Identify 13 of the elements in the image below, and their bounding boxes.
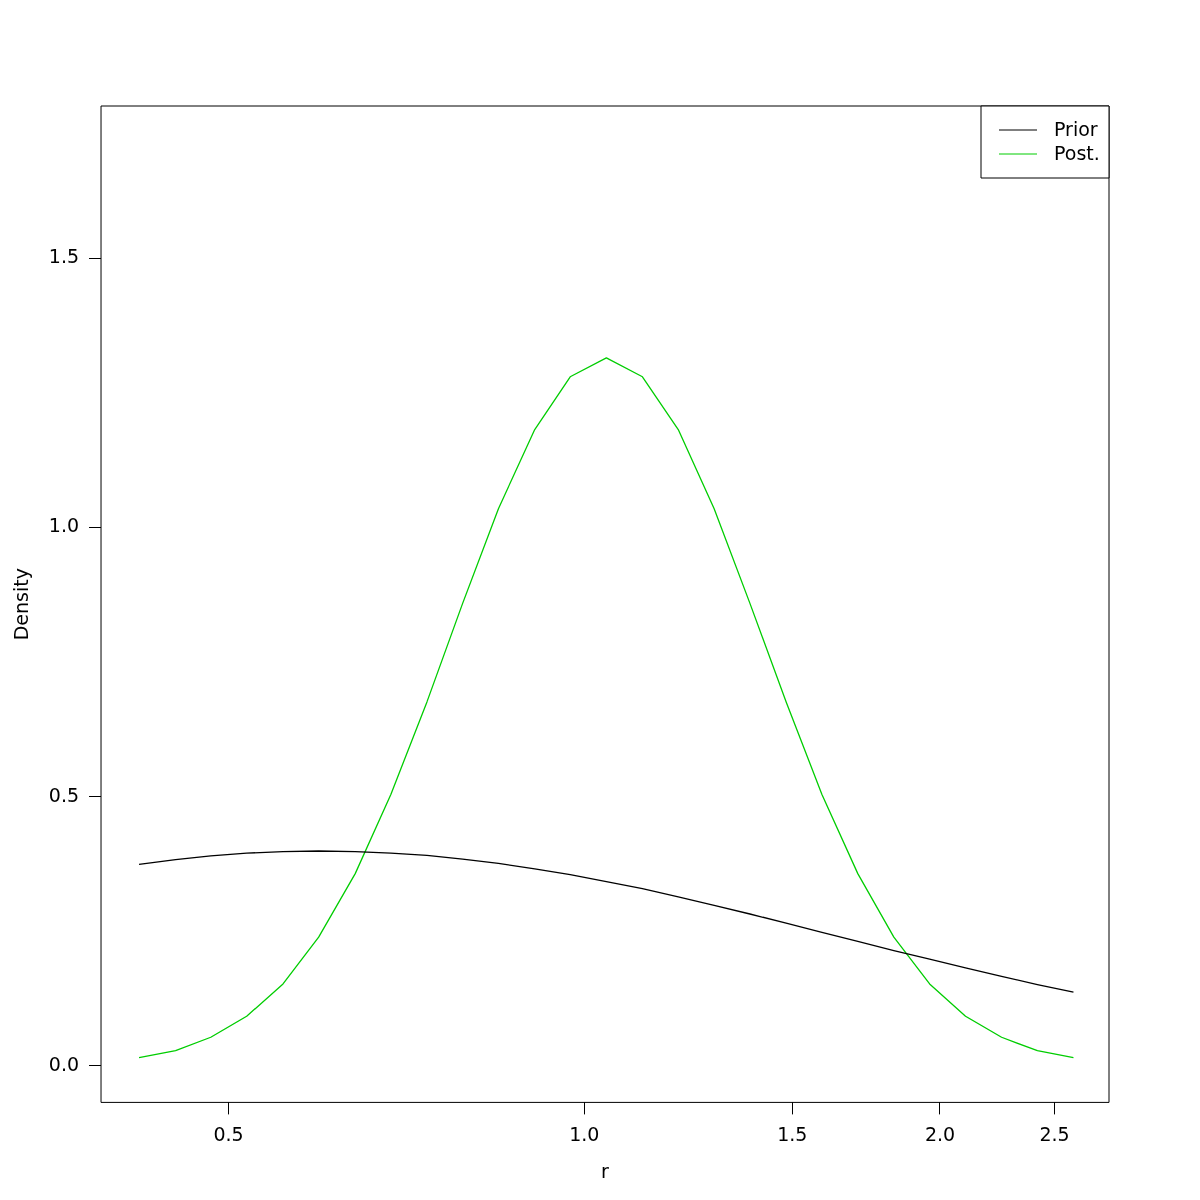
y-tick-label: 0.0 <box>48 1052 80 1075</box>
x-tick-label: 2.5 <box>1039 1122 1070 1145</box>
x-tick-label: 2.0 <box>924 1122 956 1145</box>
x-tick-label: 0.5 <box>213 1122 244 1145</box>
y-tick-label: 0.5 <box>48 783 80 806</box>
y-tick-label: 1.5 <box>48 245 80 268</box>
x-tick-label: 1.5 <box>777 1122 808 1145</box>
legend-label: Prior <box>1054 117 1098 140</box>
y-axis-title: Density <box>10 568 33 641</box>
legend-label: Post. <box>1054 141 1100 164</box>
x-axis-title: r <box>601 1159 610 1182</box>
x-tick-label: 1.0 <box>569 1122 600 1145</box>
y-tick-label: 1.0 <box>48 514 80 537</box>
